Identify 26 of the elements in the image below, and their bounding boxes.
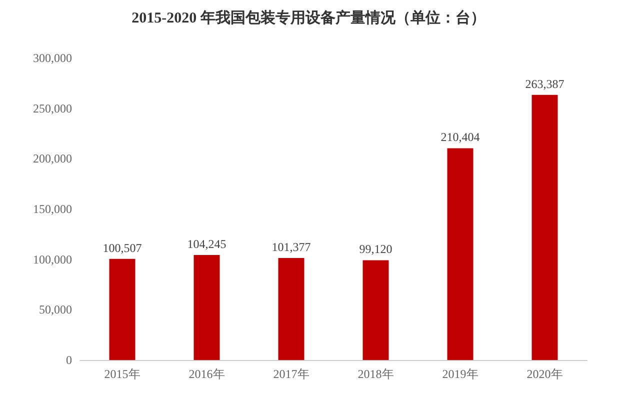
data-label: 99,120 [359, 242, 392, 256]
data-label: 210,404 [440, 130, 480, 144]
x-tick-label: 2015年 [104, 367, 140, 381]
x-tick-label: 2017年 [273, 367, 310, 381]
bar [447, 148, 474, 360]
x-tick-label: 2019年 [442, 367, 478, 381]
y-tick-label: 50,000 [39, 302, 72, 317]
bar [278, 258, 304, 360]
data-label: 263,387 [525, 76, 564, 91]
x-tick-label: 2016年 [188, 367, 225, 381]
bar [194, 255, 220, 360]
y-tick-label: 150,000 [33, 202, 72, 216]
y-tick-label: 300,000 [33, 51, 72, 65]
x-tick-label: 2020年 [526, 367, 563, 381]
bar [532, 94, 558, 360]
data-label: 101,377 [272, 240, 311, 254]
data-label: 100,507 [102, 240, 142, 255]
y-tick-label: 250,000 [33, 101, 72, 116]
data-label: 104,245 [187, 237, 226, 252]
y-tick-label: 0 [66, 353, 72, 367]
x-tick-label: 2018年 [358, 367, 394, 381]
bar [362, 260, 389, 360]
bar [109, 258, 136, 360]
y-tick-label: 200,000 [33, 152, 72, 166]
chart-title: 2015-2020 年我国包装专用设备产量情况（单位：台） [132, 10, 486, 26]
y-tick-label: 100,000 [33, 252, 72, 266]
